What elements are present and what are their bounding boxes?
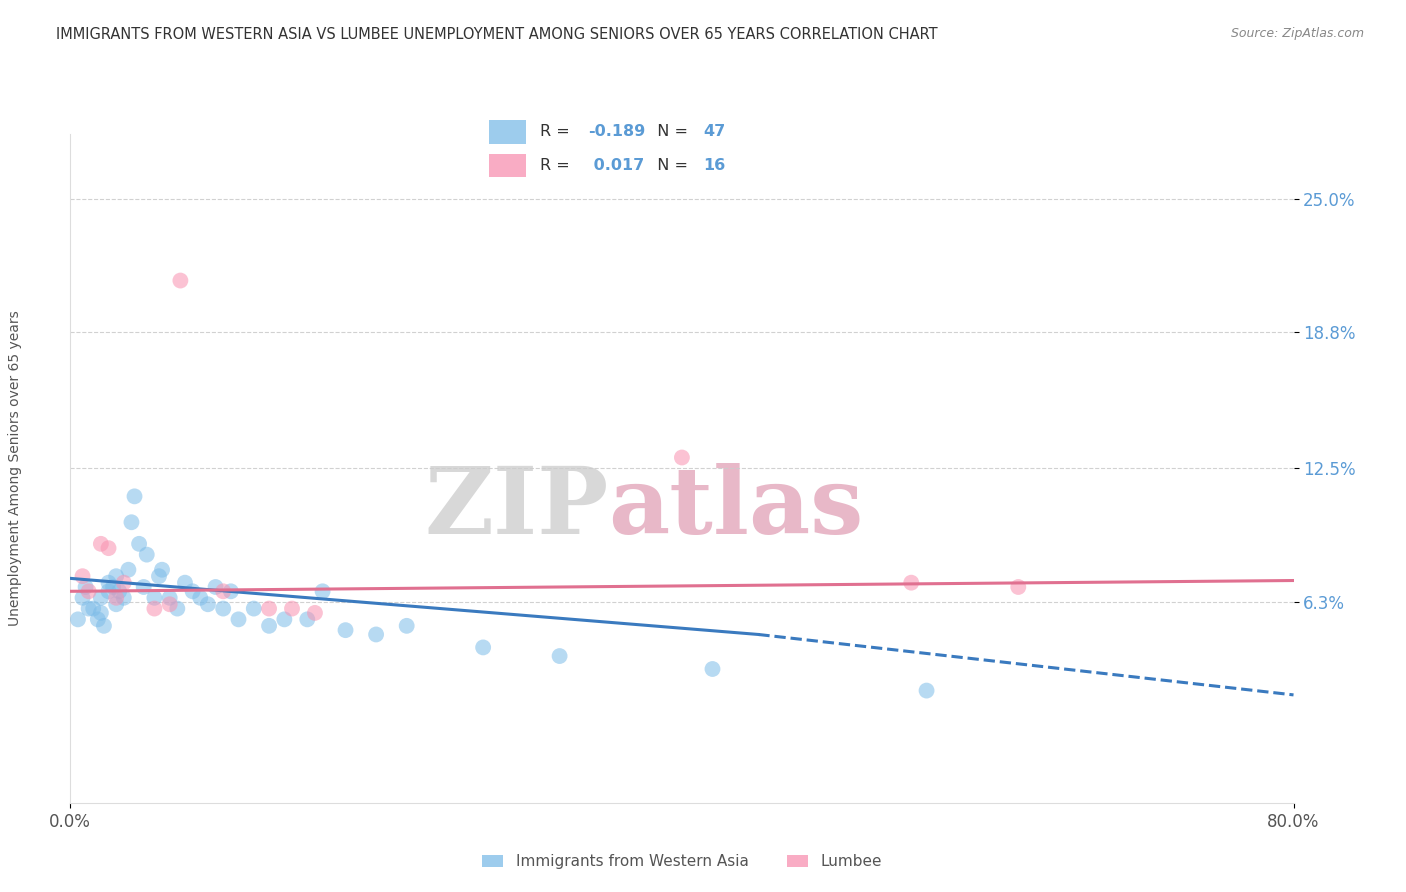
Point [112,575,135,590]
Point [97,575,120,590]
Text: 47: 47 [703,125,725,139]
Point [915,683,938,698]
Point [117,563,139,577]
Point [304,606,326,620]
Point [77,601,100,615]
Point [93,619,115,633]
Point [72,591,94,605]
Point [166,601,188,615]
Point [90,606,112,620]
Point [257,601,280,615]
Point [128,537,150,551]
Point [335,623,357,637]
Bar [489,120,526,144]
Text: Source: ZipAtlas.com: Source: ZipAtlas.com [1230,27,1364,40]
Point [219,584,242,599]
Point [132,580,155,594]
Text: Unemployment Among Seniors over 65 years: Unemployment Among Seniors over 65 years [8,310,22,626]
Point [143,601,166,615]
Point [197,597,219,611]
Point [297,612,319,626]
Point [174,575,197,590]
Point [212,601,235,615]
Point [169,274,191,288]
Point [548,648,571,663]
Point [112,591,135,605]
Point [105,591,128,605]
Point [281,601,304,615]
Text: 16: 16 [703,158,725,173]
Point [671,450,693,465]
Point [257,619,280,633]
Point [124,489,146,503]
Point [204,580,226,594]
Text: R =: R = [540,158,575,173]
Text: IMMIGRANTS FROM WESTERN ASIA VS LUMBEE UNEMPLOYMENT AMONG SENIORS OVER 65 YEARS : IMMIGRANTS FROM WESTERN ASIA VS LUMBEE U… [56,27,938,42]
Bar [489,154,526,178]
Point [472,640,495,655]
Point [97,584,120,599]
Point [105,569,128,583]
Text: -0.189: -0.189 [588,125,645,139]
Point [90,537,112,551]
Point [135,548,157,562]
Point [273,612,295,626]
Text: N =: N = [647,158,693,173]
Point [900,575,922,590]
Point [228,612,250,626]
Point [90,591,112,605]
Point [1007,580,1029,594]
Point [75,580,97,594]
Point [143,591,166,605]
Point [395,619,418,633]
Point [702,662,724,676]
Point [66,612,89,626]
Text: 0.017: 0.017 [588,158,644,173]
Point [212,584,235,599]
Point [87,612,110,626]
Point [77,584,100,599]
Point [150,563,173,577]
Point [243,601,266,615]
Point [121,515,143,529]
Point [181,584,204,599]
Point [105,597,128,611]
Point [311,584,333,599]
Point [72,569,94,583]
Text: ZIP: ZIP [425,464,609,553]
Point [82,601,104,615]
Point [108,584,131,599]
Text: atlas: atlas [609,464,863,553]
Text: N =: N = [647,125,693,139]
Point [97,541,120,556]
Point [159,591,181,605]
Point [188,591,211,605]
Point [148,569,170,583]
Point [366,627,388,641]
Point [159,597,181,611]
Text: R =: R = [540,125,575,139]
Legend: Immigrants from Western Asia, Lumbee: Immigrants from Western Asia, Lumbee [475,848,889,875]
Point [101,580,124,594]
